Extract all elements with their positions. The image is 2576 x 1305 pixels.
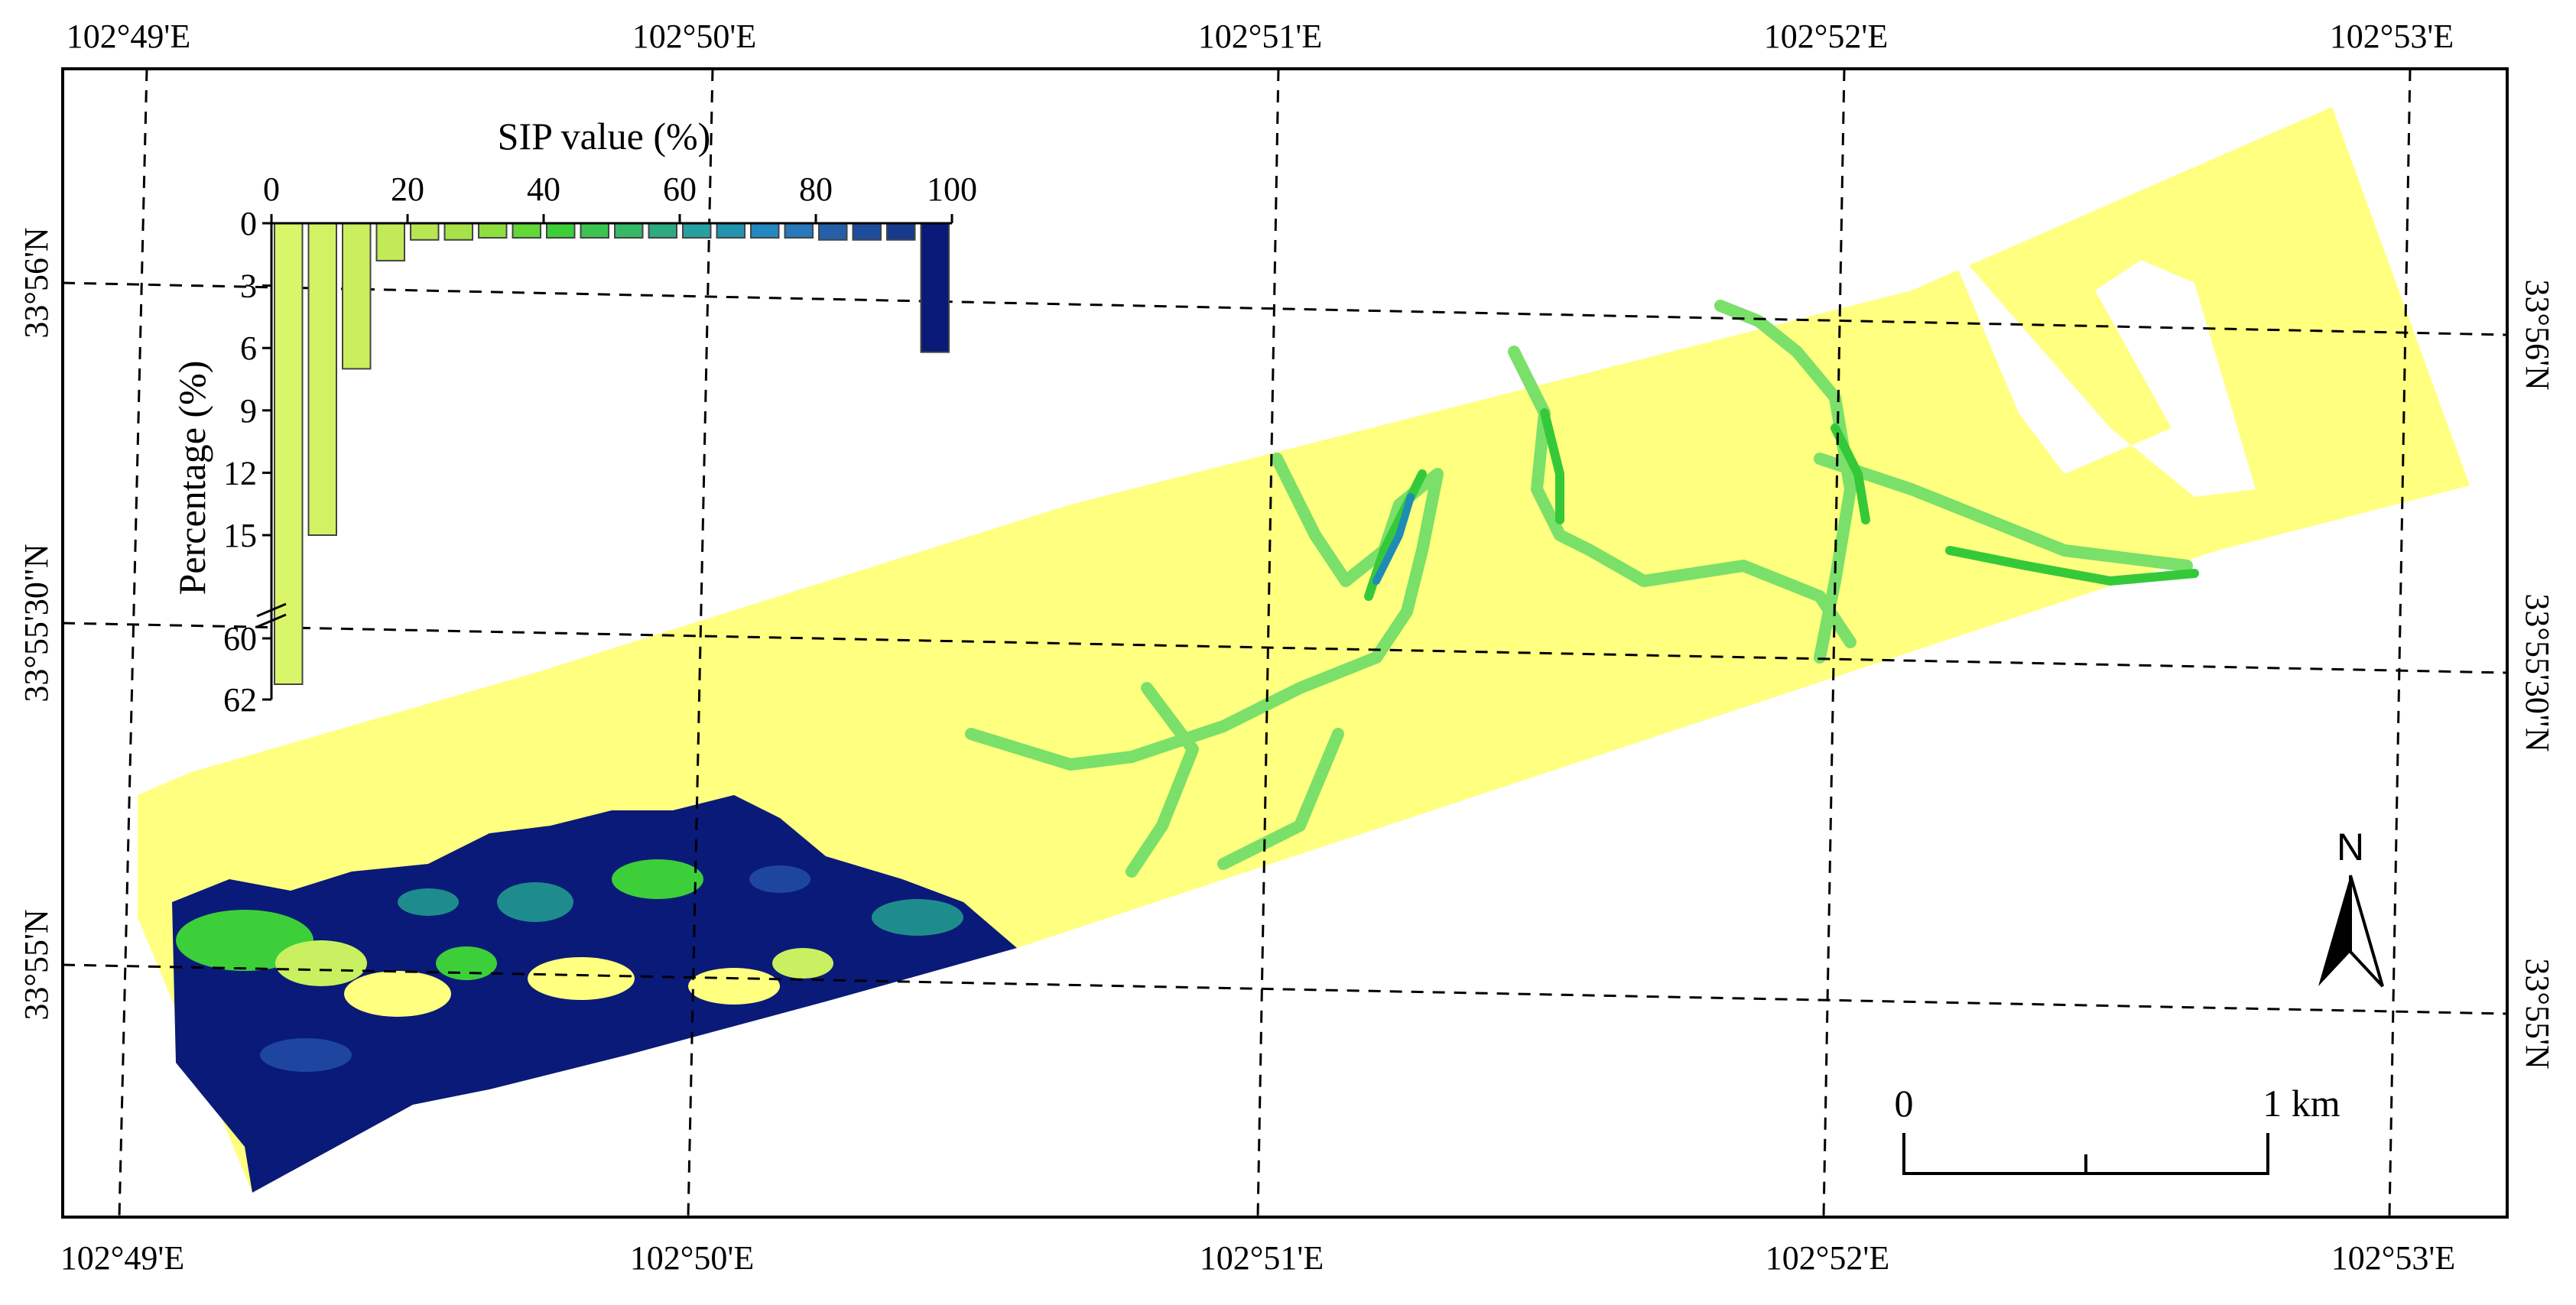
left-lat-label: 33°56'N <box>18 227 55 338</box>
top-lon-label: 102°50'E <box>632 18 756 55</box>
north-arrow: N <box>2318 826 2384 988</box>
graticule-lat-2 <box>62 622 2508 674</box>
bottom-lon-label: 102°49'E <box>60 1239 184 1277</box>
scale-start-label: 0 <box>1895 1082 1914 1125</box>
chart-title: SIP value (%) <box>498 115 711 157</box>
histogram-bar <box>580 222 609 239</box>
histogram-bar <box>750 222 780 239</box>
white-gap-edge <box>1873 222 1957 252</box>
graticule <box>62 68 2508 1218</box>
chart-ylabel: Percentage (%) <box>171 361 213 596</box>
coordinate-labels: 102°49'E 102°50'E 102°51'E 102°52'E 102°… <box>18 18 2556 1277</box>
y-tick-label: 6 <box>240 329 257 367</box>
histogram-bar <box>375 222 405 261</box>
y-tick-label: 60 <box>223 620 257 657</box>
top-lon-label: 102°51'E <box>1198 18 1322 55</box>
y-tick-label: 15 <box>223 517 257 554</box>
histogram-bar <box>784 222 814 239</box>
graticule-lat-3 <box>62 963 2508 1015</box>
top-lon-label: 102°53'E <box>2330 18 2454 55</box>
histogram-bar <box>716 222 746 239</box>
north-arrow-left-half <box>2318 875 2350 986</box>
histogram-bar <box>512 222 541 239</box>
histogram-bar <box>682 222 712 239</box>
scale-bar-line <box>1902 1133 2269 1175</box>
top-lon-label: 102°52'E <box>1764 18 1888 55</box>
north-label: N <box>2337 826 2364 868</box>
histogram-bar <box>274 222 304 685</box>
y-tick-label: 62 <box>223 681 257 719</box>
scale-bar: 0 1 km <box>1895 1082 2340 1175</box>
right-lat-label: 33°55'N <box>2519 958 2556 1069</box>
histogram-bar <box>307 222 337 536</box>
right-lat-label: 33°55'30"N <box>2519 593 2556 752</box>
x-tick-label: 0 <box>263 170 280 208</box>
x-tick-group: 0 20 40 60 80 100 <box>263 170 977 223</box>
histogram-bar <box>443 222 473 241</box>
graticule-lat-1 <box>62 281 2508 336</box>
histogram-bar <box>852 222 882 241</box>
histogram-bar <box>648 222 677 239</box>
stream-network <box>965 300 2193 878</box>
bottom-lon-label: 102°50'E <box>630 1239 754 1277</box>
north-arrow-right-half <box>2349 875 2384 988</box>
x-tick-label: 100 <box>927 170 977 208</box>
y-tick-label: 12 <box>223 454 257 492</box>
mixed-sip-patches <box>176 859 963 1072</box>
left-lat-label: 33°55'N <box>18 909 55 1020</box>
histogram-bar <box>920 222 950 353</box>
histogram-bar <box>886 222 916 241</box>
y-tick-label: 0 <box>240 205 257 242</box>
x-tick-label: 60 <box>663 170 697 208</box>
y-tick-label: 3 <box>240 268 257 305</box>
right-lat-label: 33°56'N <box>2519 279 2556 390</box>
histogram-bar <box>478 222 508 239</box>
x-tick-label: 40 <box>527 170 560 208</box>
histogram-bar <box>818 222 848 241</box>
white-gap-channel <box>1889 245 2256 497</box>
x-tick-label: 80 <box>799 170 833 208</box>
sip-histogram: SIP value (%) Percentage (%) 0 20 40 60 80 10… <box>171 115 977 719</box>
axis-break-mark <box>256 602 287 628</box>
y-tick-label: 9 <box>240 392 257 430</box>
x-tick-label: 20 <box>391 170 424 208</box>
left-lat-label: 33°55'30"N <box>18 544 55 702</box>
y-tick-group: 0 3 6 9 12 15 60 62 <box>223 205 271 719</box>
histogram-bar <box>614 222 644 239</box>
sip-raster-layer <box>138 107 2470 1193</box>
stream-deep <box>1372 493 1415 585</box>
histogram-bar <box>342 222 372 370</box>
top-lon-label: 102°49'E <box>67 18 190 55</box>
scale-end-label: 1 km <box>2263 1082 2340 1125</box>
histogram-bar <box>546 222 576 239</box>
histogram-bar <box>410 222 440 241</box>
bottom-lon-label: 102°53'E <box>2331 1239 2455 1277</box>
bottom-lon-label: 102°52'E <box>1766 1239 1889 1277</box>
bottom-lon-label: 102°51'E <box>1200 1239 1324 1277</box>
